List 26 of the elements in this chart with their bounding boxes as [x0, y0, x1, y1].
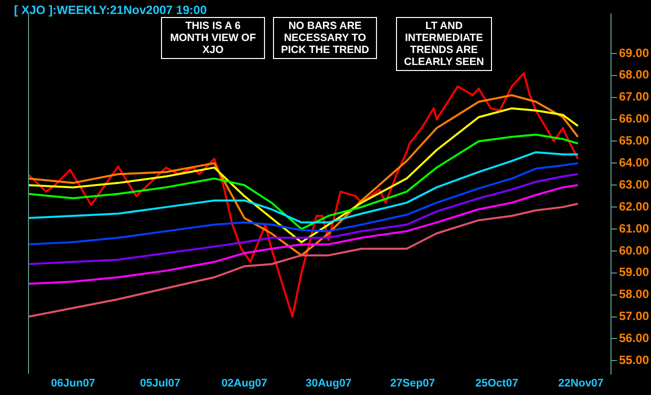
x-tick-label: 05Jul07: [140, 377, 180, 390]
x-tick-label: 25Oct07: [475, 377, 518, 390]
x-tick-label: 30Aug07: [306, 377, 352, 390]
y-tick-label: 65.00: [618, 134, 650, 148]
y-tick-label: 64.00: [618, 156, 650, 170]
y-tick-label: 55.00: [618, 352, 650, 367]
x-tick-label: 06Jun07: [51, 377, 96, 390]
y-tick-label: 59.00: [618, 265, 650, 280]
x-tick-label: 02Aug07: [221, 377, 268, 390]
y-tick-label: 66.00: [618, 112, 650, 126]
annotation: NO BARS ARE NECESSARY TO PICK THE TREND: [273, 17, 377, 59]
y-tick-label: 58.00: [618, 287, 650, 302]
y-tick-label: 63.00: [618, 177, 650, 192]
y-tick-label: 69.00: [618, 46, 650, 60]
y-tick-label: 60.00: [618, 243, 650, 258]
annotation: THIS IS A 6 MONTH VIEW OF XJO: [161, 17, 265, 59]
y-tick-label: 68.00: [618, 68, 650, 82]
y-tick-label: 67.00: [618, 90, 650, 104]
y-tick-label: 56.00: [618, 331, 650, 346]
x-tick-label: 27Sep07: [390, 377, 435, 390]
y-tick-label: 57.00: [618, 309, 650, 324]
y-tick-label: 62.00: [618, 199, 650, 214]
x-tick-label: 22Nov07: [558, 377, 604, 390]
annotation: LT AND INTERMEDIATE TRENDS ARE CLEARLY SEEN: [396, 17, 492, 71]
chart-title: [ XJO ]:WEEKLY:21Nov2007 19:00: [14, 3, 207, 17]
y-tick-label: 61.00: [618, 221, 650, 236]
